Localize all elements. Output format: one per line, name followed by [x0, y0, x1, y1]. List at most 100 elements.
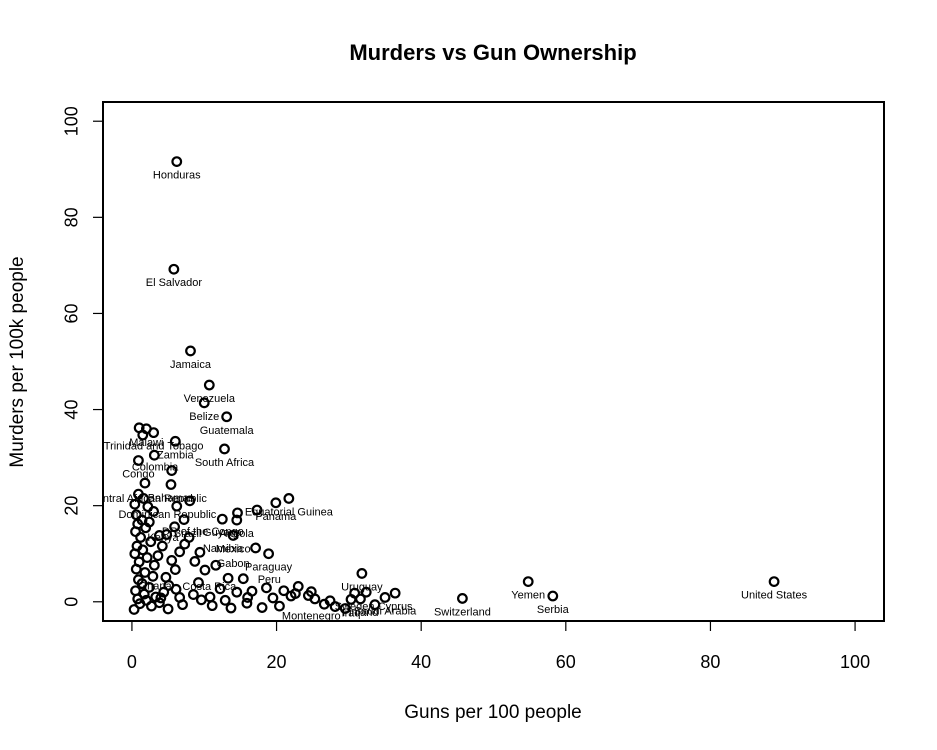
data-point — [251, 504, 263, 516]
data-point — [138, 493, 149, 504]
point-label: Peru — [258, 574, 281, 586]
x-tick-label: 0 — [127, 652, 137, 672]
data-point — [183, 531, 195, 543]
data-point — [133, 455, 144, 466]
data-point — [203, 379, 215, 391]
data-point — [171, 500, 183, 512]
y-tick-label: 0 — [62, 597, 82, 607]
data-point — [148, 559, 160, 571]
data-point — [174, 546, 186, 558]
point-label: Iraq — [342, 607, 361, 619]
data-point — [210, 559, 222, 571]
data-point — [168, 263, 180, 275]
data-point — [134, 598, 146, 610]
data-point — [184, 495, 196, 507]
x-axis-label: Guns per 100 people — [404, 702, 581, 723]
point-label: Jamaica — [170, 359, 212, 371]
data-point — [379, 592, 391, 603]
data-point — [219, 443, 230, 455]
data-point — [129, 548, 141, 560]
data-point — [204, 591, 216, 603]
data-point — [148, 449, 160, 461]
chart-title: Murders vs Gun Ownership — [349, 40, 636, 65]
data-point — [198, 397, 210, 409]
x-tick-label: 80 — [700, 652, 720, 672]
data-point — [135, 531, 147, 543]
point-label: Dominican Republic — [118, 509, 216, 521]
data-point — [214, 583, 226, 595]
data-point — [216, 513, 228, 525]
data-point — [237, 573, 249, 585]
data-point — [199, 564, 211, 576]
point-label: Switzerland — [434, 606, 491, 618]
data-point — [139, 477, 151, 489]
data-point — [768, 576, 780, 587]
data-point — [360, 586, 372, 598]
point-label: Serbia — [537, 604, 570, 616]
data-point — [165, 479, 177, 490]
data-point — [241, 597, 253, 609]
y-tick-label: 100 — [62, 106, 82, 136]
x-axis: 0 20 40 60 80 100 — [127, 620, 870, 672]
data-point — [156, 540, 168, 552]
data-point — [169, 521, 180, 533]
data-point — [225, 602, 237, 614]
data-point — [148, 506, 160, 517]
data-point — [231, 514, 243, 526]
point-label: Montenegro — [282, 610, 341, 622]
data-point — [155, 592, 167, 604]
data-point — [143, 581, 155, 593]
data-point — [221, 411, 233, 423]
point-label: Iceland — [350, 619, 385, 631]
data-point — [369, 599, 381, 611]
point-label: Cyprus — [378, 601, 413, 613]
point-label: Namibia — [203, 543, 244, 555]
data-point — [171, 156, 183, 167]
y-tick-label: 60 — [62, 303, 82, 323]
data-point — [128, 604, 140, 615]
point-label: Guatemala — [200, 425, 255, 437]
data-point — [193, 577, 204, 588]
data-point — [270, 497, 282, 509]
data-point — [324, 595, 336, 607]
data-point — [522, 576, 534, 587]
point-label: Mexico — [216, 543, 251, 555]
data-point — [154, 530, 165, 541]
data-point — [169, 435, 181, 447]
data-point — [278, 585, 290, 597]
x-tick-label: 20 — [267, 652, 287, 672]
data-point — [256, 602, 268, 613]
data-point — [133, 422, 145, 434]
data-point — [178, 514, 190, 526]
data-point — [158, 586, 170, 598]
data-point — [389, 587, 401, 599]
point-label: Honduras — [153, 170, 201, 182]
data-point — [130, 563, 142, 575]
data-point — [547, 590, 559, 602]
data-point — [140, 423, 152, 435]
point-label: Finland — [342, 607, 378, 619]
point-label: Gabon — [217, 558, 250, 570]
data-point — [250, 542, 261, 554]
y-axis-label: Murders per 100k people — [7, 256, 28, 467]
point-label: United States — [741, 590, 808, 602]
data-point — [227, 530, 239, 541]
data-point — [185, 345, 196, 357]
data-point — [162, 603, 174, 615]
point-label: South Africa — [195, 457, 255, 469]
y-axis: 0 20 40 60 80 100 — [62, 106, 104, 607]
data-point — [222, 572, 234, 584]
data-point — [143, 516, 155, 528]
data-point — [166, 555, 178, 566]
x-tick-label: 40 — [411, 652, 431, 672]
point-label: Yemen — [511, 590, 545, 602]
point-label: Central African Republic — [89, 493, 208, 505]
data-point — [174, 592, 186, 603]
data-point — [356, 568, 368, 579]
data-point — [267, 592, 279, 604]
point-label: Malawi — [129, 437, 163, 449]
point-label: Venezuela — [184, 393, 236, 405]
data-point — [189, 556, 201, 567]
